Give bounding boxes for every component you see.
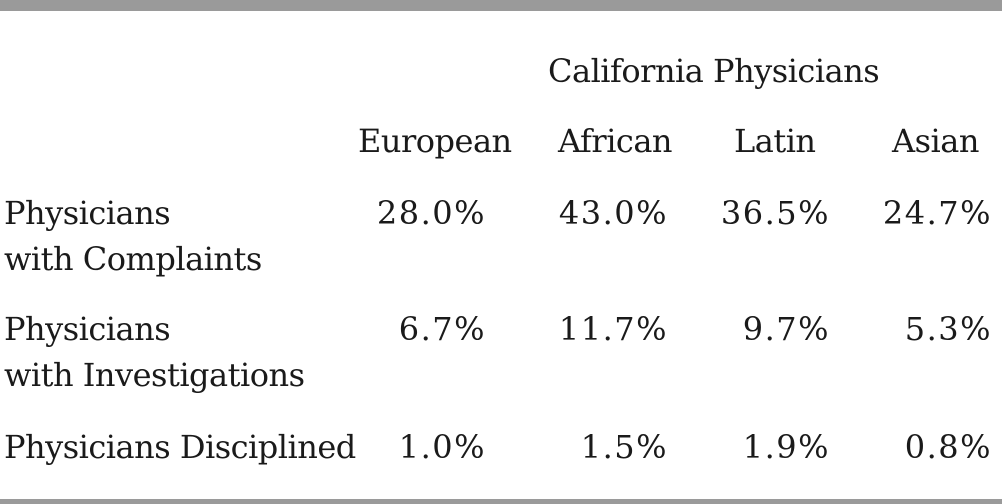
- cell-disciplined-european: 1.0%: [398, 428, 486, 466]
- cell-complaints-african: 43.0%: [558, 194, 668, 232]
- cell-disciplined-asian: 0.8%: [904, 428, 992, 466]
- cell-complaints-asian: 24.7%: [882, 194, 992, 232]
- cell-complaints-european: 28.0%: [376, 194, 486, 232]
- row-label-disciplined: Physicians Disciplined: [4, 428, 356, 466]
- cell-investigations-african: 11.7%: [558, 310, 668, 348]
- cell-disciplined-latin: 1.9%: [742, 428, 830, 466]
- group-header: California Physicians: [548, 52, 880, 90]
- column-header-asian: Asian: [892, 122, 979, 160]
- column-header-european: European: [358, 122, 512, 160]
- cell-investigations-asian: 5.3%: [904, 310, 992, 348]
- top-rule: [0, 0, 1002, 11]
- cell-disciplined-african: 1.5%: [580, 428, 668, 466]
- bottom-rule: [0, 499, 1002, 504]
- row-label-investigations-line1: Physicians: [4, 310, 171, 348]
- row-label-investigations-line2: with Investigations: [4, 356, 305, 394]
- row-label-complaints-line1: Physicians: [4, 194, 171, 232]
- column-header-latin: Latin: [734, 122, 816, 160]
- cell-investigations-latin: 9.7%: [742, 310, 830, 348]
- cell-investigations-european: 6.7%: [398, 310, 486, 348]
- cell-complaints-latin: 36.5%: [720, 194, 830, 232]
- column-header-african: African: [558, 122, 673, 160]
- row-label-complaints-line2: with Complaints: [4, 240, 262, 278]
